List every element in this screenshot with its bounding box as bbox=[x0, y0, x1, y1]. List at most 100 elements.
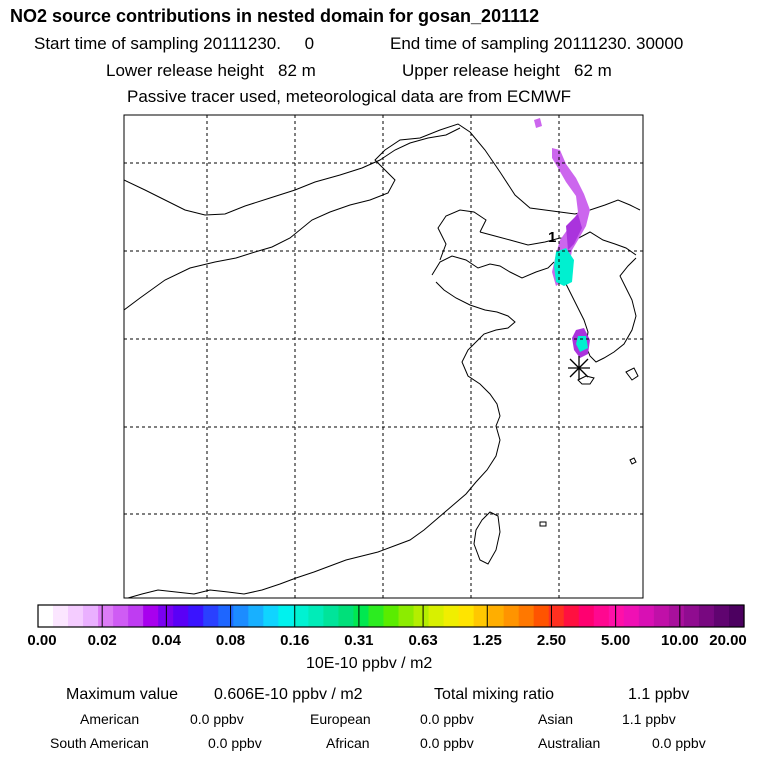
island-small-2 bbox=[539, 521, 547, 527]
colorbar-cell bbox=[443, 605, 460, 627]
start-time-label: Start time of sampling 20111230. 0 bbox=[34, 34, 315, 53]
colorbar-cell bbox=[638, 605, 655, 627]
colorbar-cell bbox=[203, 605, 219, 627]
colorbar-cell bbox=[548, 605, 565, 627]
colorbar-cell bbox=[713, 605, 730, 627]
colorbar-cell bbox=[173, 605, 189, 627]
border-russia-west bbox=[124, 127, 461, 216]
coast-shandong-north bbox=[437, 209, 487, 261]
colorbar-cell bbox=[728, 605, 745, 627]
region-name: Asian bbox=[538, 711, 574, 727]
colorbar-tick-label: 0.08 bbox=[215, 632, 246, 649]
colorbar-cell bbox=[518, 605, 535, 627]
colorbar-cell bbox=[338, 605, 355, 627]
colorbar-cell bbox=[323, 605, 340, 627]
region-value: 1.1 ppbv bbox=[622, 711, 676, 727]
colorbar-cell bbox=[383, 605, 400, 627]
colorbar-tick-label: 1.25 bbox=[472, 632, 502, 649]
receptor-marker bbox=[568, 356, 590, 380]
colorbar-tick-label: 2.50 bbox=[536, 632, 567, 649]
colorbar-cell bbox=[533, 605, 550, 627]
colorbar-cell bbox=[353, 605, 370, 627]
plume bbox=[534, 118, 590, 358]
colorbar-cell bbox=[98, 605, 114, 627]
colorbar-cell bbox=[503, 605, 520, 627]
colorbar-cell bbox=[473, 605, 490, 627]
colorbar-cell bbox=[593, 605, 610, 627]
colorbar-cell bbox=[233, 605, 249, 627]
region-name: European bbox=[310, 711, 371, 727]
colorbar-cell bbox=[623, 605, 640, 627]
colorbar-cell bbox=[68, 605, 84, 627]
max-value: 0.606E-10 ppbv / m2 bbox=[214, 686, 363, 703]
colorbar-tick-label: 0.02 bbox=[87, 632, 117, 649]
source-label: 1 bbox=[548, 229, 556, 246]
upper-release-height: Upper release height 62 m bbox=[402, 61, 612, 80]
colorbar-tick-label: 0.16 bbox=[280, 632, 310, 649]
plume-core-north bbox=[554, 248, 574, 286]
colorbar-tick-label: 0.00 bbox=[27, 632, 57, 649]
colorbar-frame bbox=[37, 604, 745, 628]
colorbar-cell bbox=[653, 605, 670, 627]
colorbar-cell bbox=[113, 605, 129, 627]
coastlines bbox=[124, 123, 641, 598]
region-value: 0.0 ppbv bbox=[420, 735, 474, 751]
colorbar-cells bbox=[38, 605, 745, 627]
colorbar-cell bbox=[308, 605, 324, 627]
colorbar-tick-label: 0.63 bbox=[408, 632, 438, 649]
gridlines bbox=[124, 115, 643, 598]
colorbar-dividers bbox=[101, 605, 681, 627]
colorbar-cell bbox=[698, 605, 715, 627]
plume-mid bbox=[566, 214, 582, 250]
plume-core-south bbox=[576, 336, 588, 352]
colorbar-tick-label: 20.00 bbox=[709, 632, 747, 649]
colorbar-tick-label: 0.31 bbox=[344, 632, 374, 649]
border-mongolia bbox=[124, 123, 471, 311]
colorbar-cell bbox=[83, 605, 99, 627]
total-mixing-label: Total mixing ratio bbox=[434, 686, 555, 703]
island-jeju bbox=[577, 375, 595, 385]
colorbar-cell bbox=[278, 605, 294, 627]
colorbar-units: 10E-10 ppbv / m2 bbox=[306, 655, 433, 672]
colorbar-cell bbox=[563, 605, 580, 627]
colorbar-cell bbox=[488, 605, 505, 627]
colorbar-tick-label: 0.04 bbox=[151, 632, 181, 649]
colorbar-cell bbox=[458, 605, 475, 627]
plume-outer bbox=[534, 118, 542, 128]
colorbar-cell bbox=[218, 605, 234, 627]
colorbar-tick-label: 10.00 bbox=[661, 632, 699, 649]
colorbar-cell bbox=[413, 605, 430, 627]
region-name: American bbox=[80, 711, 140, 727]
region-name: African bbox=[326, 735, 370, 751]
colorbar-cell bbox=[188, 605, 204, 627]
region-value: 0.0 ppbv bbox=[190, 711, 244, 727]
colorbar-cell bbox=[398, 605, 415, 627]
region-name: Australian bbox=[538, 735, 601, 751]
colorbar-cell bbox=[38, 605, 54, 627]
colorbar-cell bbox=[263, 605, 279, 627]
region-value: 0.0 ppbv bbox=[652, 735, 706, 751]
plot-title: NO2 source contributions in nested domai… bbox=[10, 6, 540, 26]
colorbar-cell bbox=[608, 605, 625, 627]
map-frame bbox=[123, 114, 644, 599]
colorbar-cell bbox=[293, 605, 309, 627]
colorbar-cell bbox=[428, 605, 445, 627]
coast-korea-west bbox=[555, 257, 637, 363]
colorbar-cell bbox=[143, 605, 159, 627]
border-russia-east bbox=[469, 131, 641, 215]
tracer-note: Passive tracer used, meteorological data… bbox=[127, 87, 572, 106]
coast-bohai bbox=[431, 255, 555, 279]
region-name: South American bbox=[50, 735, 149, 751]
coast-shandong bbox=[127, 281, 516, 598]
region-value: 0.0 ppbv bbox=[208, 735, 262, 751]
colorbar-tick-label: 5.00 bbox=[601, 632, 631, 649]
max-value-label: Maximum value bbox=[66, 686, 179, 703]
lower-release-height: Lower release height 82 m bbox=[106, 61, 316, 80]
colorbar-cell bbox=[683, 605, 700, 627]
colorbar-cell bbox=[578, 605, 595, 627]
end-time-label: End time of sampling 20111230. 30000 bbox=[390, 34, 684, 53]
island-taiwan bbox=[473, 511, 501, 565]
colorbar-cell bbox=[128, 605, 144, 627]
island-small-1 bbox=[629, 457, 637, 465]
